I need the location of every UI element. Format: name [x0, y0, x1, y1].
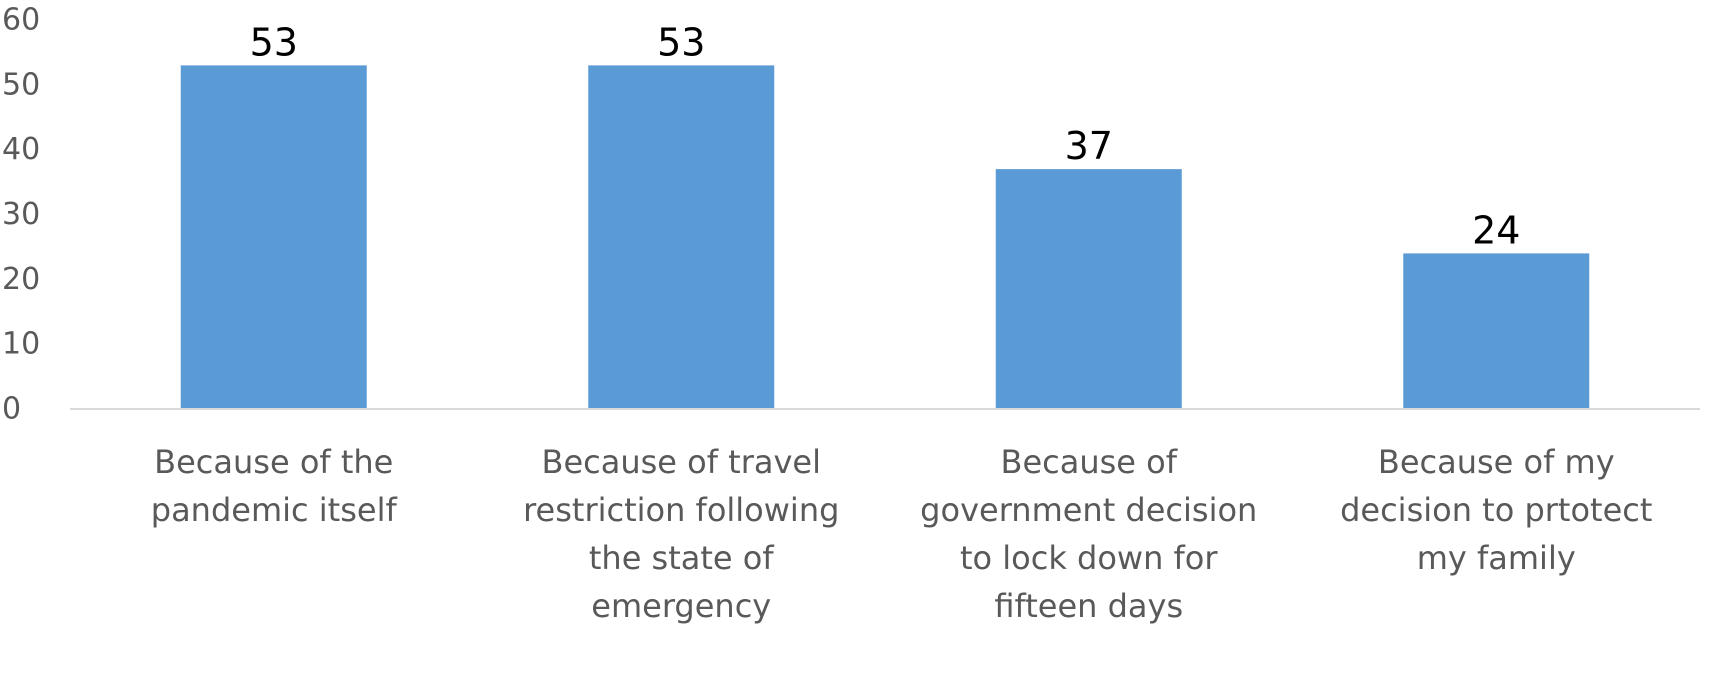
data-label: 53	[250, 20, 298, 64]
data-label: 24	[1472, 208, 1520, 252]
data-label: 53	[657, 20, 705, 64]
y-tick-label: 50	[2, 67, 40, 102]
category-label-line: Because of	[1001, 443, 1178, 481]
y-tick-label: 20	[2, 262, 40, 297]
bar	[588, 65, 775, 409]
bars	[180, 65, 1590, 409]
data-label: 37	[1065, 124, 1113, 168]
y-axis-ticks: 0 10 20 30 40 50 60	[2, 3, 40, 427]
y-tick-label: 30	[2, 197, 40, 232]
category-label-line: Because of the	[154, 443, 393, 481]
category-label-line: fifteen days	[994, 587, 1183, 625]
category-label: Because of travel restriction following th…	[523, 443, 839, 625]
category-label-line: government decision	[920, 491, 1257, 529]
category-label: Because of the pandemic itself	[151, 443, 398, 529]
category-label: Because of my decision to prtotect my fami…	[1340, 443, 1652, 577]
category-label-line: emergency	[591, 587, 771, 625]
category-label-line: Because of travel	[542, 443, 822, 481]
category-label-line: the state of	[589, 539, 775, 577]
data-labels: 53 53 37 24	[250, 20, 1521, 252]
y-tick-label: 60	[2, 3, 40, 38]
bar	[995, 169, 1182, 409]
y-tick-label: 40	[2, 132, 40, 167]
bar	[1403, 253, 1590, 409]
bar	[180, 65, 367, 409]
category-label-line: decision to prtotect	[1340, 491, 1652, 529]
category-label-line: pandemic itself	[151, 491, 398, 529]
y-tick-label: 0	[2, 392, 21, 427]
category-label-line: Because of my	[1378, 443, 1615, 481]
category-label-line: restriction following	[523, 491, 839, 529]
category-label-line: my family	[1417, 539, 1576, 577]
y-tick-label: 10	[2, 327, 40, 362]
category-label-line: to lock down for	[960, 539, 1218, 577]
category-label: Because of government decision to lock dow…	[920, 443, 1257, 625]
